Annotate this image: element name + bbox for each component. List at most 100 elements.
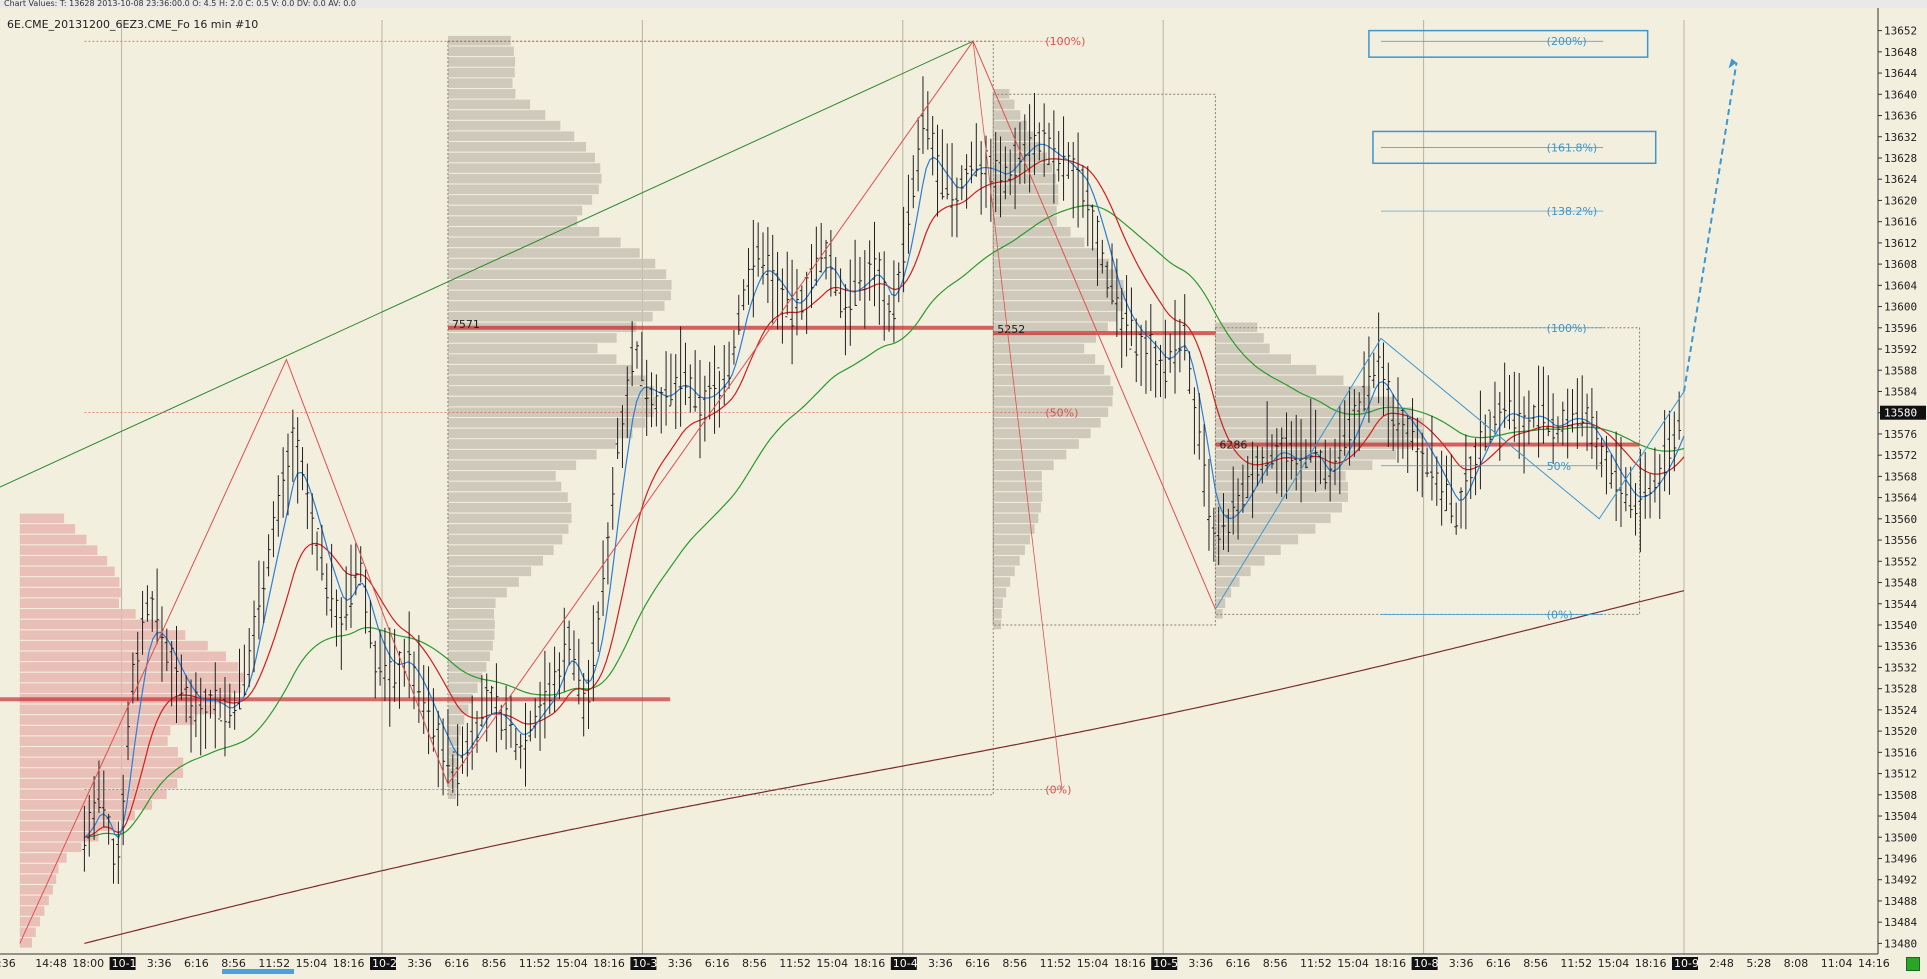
time-tick-label: 11:52 xyxy=(779,957,811,970)
profile-bar xyxy=(447,110,546,120)
profile-bar xyxy=(19,736,168,746)
time-tick-label: 11:52 xyxy=(258,957,290,970)
profile-bar xyxy=(993,502,1041,513)
fib-red-label: (0%) xyxy=(1045,783,1071,796)
profile-bar xyxy=(447,662,487,672)
time-tick-label: 15:04 xyxy=(816,957,848,970)
poc-line xyxy=(993,331,1216,336)
profile-bar xyxy=(19,619,161,630)
profile-bar xyxy=(19,587,121,598)
profile-bar xyxy=(993,407,1109,417)
price-tick-label: 13496 xyxy=(1884,852,1917,865)
price-tick-label: 13616 xyxy=(1884,216,1917,229)
last-price-box xyxy=(1880,405,1926,420)
profile-bar xyxy=(1215,524,1316,534)
profile-bar xyxy=(19,566,115,577)
profile-bar xyxy=(993,545,1025,555)
profile-bar xyxy=(993,269,1119,279)
profile-bar xyxy=(993,110,1021,120)
profile-bar xyxy=(447,492,568,502)
price-tick-label: 13484 xyxy=(1884,916,1917,929)
profile-bar xyxy=(1215,460,1373,471)
profile-bar xyxy=(19,789,167,800)
profile-bar xyxy=(447,67,515,78)
poc-label: 7571 xyxy=(452,318,480,331)
day-marker-label: 10-1 xyxy=(112,957,137,970)
drawing-tools[interactable]: (100%) (50%) (0%) (200%) (161.8%) (138.2%) (10… xyxy=(0,29,1738,944)
price-tick-label: 13560 xyxy=(1884,513,1917,526)
horizontal-scrollbar-thumb[interactable] xyxy=(222,969,294,974)
profile-bar xyxy=(19,895,49,906)
profile-bar xyxy=(19,747,178,757)
profile-bar xyxy=(447,545,554,555)
profile-bar xyxy=(993,120,1027,131)
time-tick-label: 14:16 xyxy=(1858,957,1890,970)
profile-bar xyxy=(447,640,493,651)
profile-bar xyxy=(993,481,1043,492)
price-tick-label: 13544 xyxy=(1884,598,1917,611)
fib-blue-label: (138.2%) xyxy=(1547,205,1598,218)
day-marker-box xyxy=(370,957,396,970)
profile-bar xyxy=(447,88,516,99)
day-marker-box xyxy=(1151,957,1178,970)
profile-bar xyxy=(19,810,135,821)
profile-bar xyxy=(19,704,216,715)
fib-extension-line xyxy=(972,41,1063,790)
price-tick-label: 13504 xyxy=(1884,810,1917,823)
fib-red-label: (50%) xyxy=(1045,407,1078,420)
price-chart[interactable]: 7571 5252 6286 (100%) (50%) (0%) (200%) (161.8… xyxy=(0,8,1927,975)
chart-canvas[interactable]: 7571 5252 6286 (100%) (50%) (0%) (200%) (161.8… xyxy=(0,8,1927,975)
price-tick-label: 13612 xyxy=(1884,237,1917,250)
profile-bar xyxy=(19,863,59,874)
profile-bar xyxy=(1215,545,1281,555)
profile-bar xyxy=(993,534,1030,545)
profile-bar xyxy=(993,386,1114,396)
profile-bar xyxy=(19,513,65,524)
profile-bar xyxy=(1215,418,1423,428)
price-tick-label: 13500 xyxy=(1884,831,1917,844)
profile-bar xyxy=(993,598,1003,608)
profile-bar xyxy=(19,524,76,534)
fib-blue-label: (0%) xyxy=(1547,608,1573,621)
profile-bar xyxy=(1215,577,1240,587)
profile-bar xyxy=(447,333,617,343)
profile-bar xyxy=(19,555,108,566)
time-tick-label: 15:04 xyxy=(1337,957,1369,970)
profile-bar xyxy=(447,205,583,216)
profile-bar xyxy=(447,269,667,279)
profile-bar xyxy=(993,216,1057,226)
profile-bar xyxy=(993,396,1113,407)
profile-bar xyxy=(447,78,513,88)
profile-bar xyxy=(993,619,1002,630)
price-tick-label: 13564 xyxy=(1884,492,1917,505)
profile-bar xyxy=(19,725,171,736)
profile-bar xyxy=(993,99,1015,110)
profile-range-box xyxy=(992,93,1216,626)
price-tick-label: 13632 xyxy=(1884,131,1917,144)
fib-blue-label: (100%) xyxy=(1547,322,1587,335)
price-tick-label: 13568 xyxy=(1884,470,1917,483)
profile-bar xyxy=(447,386,654,396)
day-marker-label: 10-3 xyxy=(632,957,657,970)
time-tick-label: 15:04 xyxy=(556,957,588,970)
profile-bar xyxy=(447,248,640,258)
zigzag-red xyxy=(19,40,1216,944)
profile-bar xyxy=(447,471,556,481)
time-tick-label: 11:52 xyxy=(1300,957,1332,970)
profile-bar xyxy=(993,301,1124,311)
time-tick-label: 11:52 xyxy=(519,957,551,970)
profile-bar xyxy=(1215,587,1232,598)
profile-bar xyxy=(19,768,184,778)
chart-corner-indicator[interactable] xyxy=(1906,957,1920,971)
price-tick-label: 13588 xyxy=(1884,364,1917,377)
price-tick-label: 13536 xyxy=(1884,640,1917,653)
profile-bar xyxy=(447,577,519,587)
profile-bar xyxy=(1215,396,1395,407)
profile-bar xyxy=(447,343,598,354)
price-bars xyxy=(82,76,1682,884)
profile-bar xyxy=(447,280,672,290)
profile-bar xyxy=(993,492,1043,502)
day-marker-label: 10-4 xyxy=(893,957,918,970)
time-tick-label: 3:36 xyxy=(928,957,953,970)
profile-bar xyxy=(993,258,1110,269)
